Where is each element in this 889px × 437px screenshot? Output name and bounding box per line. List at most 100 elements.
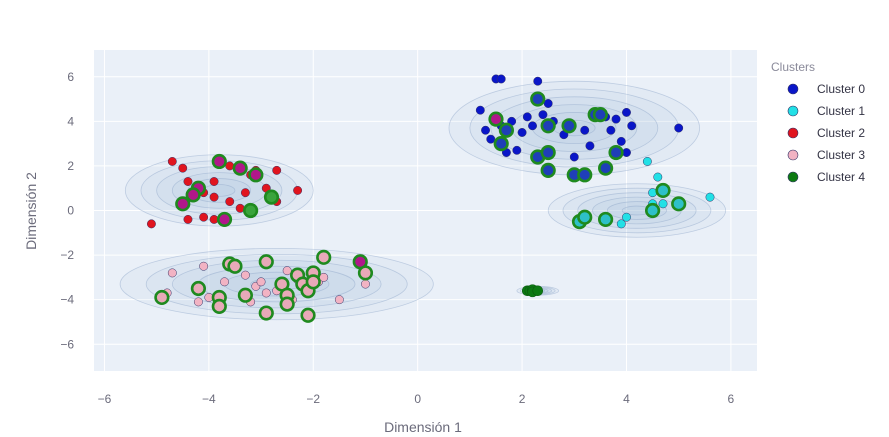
- point-cluster-2: [272, 165, 282, 175]
- point-cluster-3: [167, 268, 177, 278]
- point-cluster-1: [658, 199, 668, 209]
- highlighted-point: [608, 144, 624, 161]
- point-cluster-2: [183, 177, 193, 186]
- point-cluster-1: [622, 212, 631, 222]
- highlighted-point: [258, 305, 274, 321]
- point-cluster-0: [569, 152, 579, 162]
- point-cluster-1: [653, 172, 663, 182]
- highlighted-point: [577, 167, 593, 183]
- highlighted-point: [248, 167, 264, 183]
- x-tick-label: −4: [202, 392, 216, 406]
- x-axis-title: Dimensión 1: [384, 419, 462, 435]
- point-cluster-2: [240, 188, 250, 198]
- highlighted-point: [300, 307, 316, 323]
- legend-label: Cluster 3: [817, 148, 865, 162]
- point-cluster-0: [606, 125, 616, 135]
- x-tick-label: 4: [623, 392, 630, 406]
- y-tick-labels: −6 −4 −2 0 2 4 6: [60, 70, 74, 352]
- legend-label: Cluster 0: [817, 82, 865, 96]
- legend-marker: [787, 83, 799, 95]
- x-tick-label: 2: [519, 392, 526, 406]
- point-cluster-2: [178, 163, 188, 173]
- point-cluster-3: [199, 261, 209, 271]
- point-cluster-0: [475, 105, 485, 115]
- highlighted-point: [561, 118, 577, 134]
- highlighted-point: [530, 91, 546, 107]
- legend-marker: [787, 171, 799, 183]
- x-tick-label: 6: [728, 392, 735, 406]
- legend-marker: [787, 149, 799, 161]
- highlighted-point: [577, 209, 593, 225]
- highlighted-point: [258, 254, 274, 270]
- point-cluster-0: [627, 121, 637, 131]
- point-cluster-3: [240, 270, 250, 280]
- legend-marker: [787, 105, 799, 117]
- y-tick-label: −4: [60, 293, 74, 307]
- legend-label: Cluster 1: [817, 104, 865, 118]
- point-cluster-0: [622, 107, 631, 117]
- highlighted-point: [644, 202, 661, 219]
- highlighted-point: [227, 258, 243, 274]
- legend-title: Clusters: [771, 60, 815, 74]
- x-tick-label: −2: [306, 392, 320, 406]
- point-cluster-0: [611, 114, 621, 124]
- y-tick-label: −2: [60, 248, 74, 262]
- highlighted-point: [598, 160, 614, 176]
- highlighted-point: [598, 211, 614, 228]
- point-cluster-0: [538, 110, 548, 120]
- point-cluster-4: [532, 285, 544, 297]
- point-cluster-0: [528, 121, 537, 131]
- point-cluster-0: [585, 141, 595, 151]
- point-cluster-3: [193, 297, 203, 307]
- highlighted-point: [154, 289, 170, 306]
- point-cluster-1: [642, 157, 652, 166]
- highlighted-point: [357, 265, 374, 281]
- highlighted-point: [592, 107, 608, 123]
- x-tick-label: −6: [98, 392, 112, 406]
- point-cluster-3: [220, 277, 229, 287]
- point-cluster-2: [183, 214, 193, 224]
- point-cluster-0: [543, 99, 553, 108]
- point-cluster-2: [167, 157, 177, 166]
- point-cluster-2: [199, 212, 209, 222]
- point-cluster-0: [533, 76, 543, 86]
- highlighted-point: [185, 187, 201, 203]
- highlighted-point: [237, 287, 253, 303]
- highlighted-point: [540, 144, 556, 161]
- point-cluster-3: [334, 295, 344, 305]
- highlighted-point: [279, 296, 295, 312]
- highlighted-point: [493, 136, 509, 152]
- highlighted-point: [232, 160, 248, 176]
- point-cluster-0: [496, 74, 506, 84]
- y-tick-label: 2: [67, 159, 74, 173]
- point-cluster-3: [282, 266, 292, 276]
- point-cluster-0: [674, 123, 684, 133]
- highlighted-point: [655, 182, 671, 199]
- y-tick-label: 0: [67, 204, 74, 218]
- highlighted-point: [488, 111, 504, 127]
- point-cluster-0: [580, 125, 590, 135]
- data-points: [146, 74, 715, 323]
- point-cluster-3: [261, 288, 271, 298]
- highlighted-point: [540, 118, 556, 134]
- legend-label: Cluster 4: [817, 170, 865, 184]
- point-cluster-0: [512, 145, 522, 155]
- point-cluster-0: [481, 125, 490, 135]
- y-tick-label: −6: [60, 337, 74, 351]
- point-cluster-0: [522, 112, 532, 122]
- highlighted-point: [216, 211, 233, 228]
- y-tick-label: 6: [67, 70, 74, 84]
- legend-label: Cluster 2: [817, 126, 865, 140]
- point-cluster-0: [486, 134, 496, 144]
- highlighted-point: [498, 122, 515, 138]
- highlighted-point: [305, 274, 321, 290]
- point-cluster-3: [319, 272, 329, 282]
- point-cluster-2: [293, 185, 303, 195]
- highlighted-point: [316, 249, 332, 265]
- point-cluster-2: [146, 219, 156, 229]
- highlighted-point: [243, 202, 259, 219]
- highlighted-point: [540, 162, 556, 178]
- point-cluster-3: [256, 277, 266, 287]
- highlighted-point: [175, 196, 191, 212]
